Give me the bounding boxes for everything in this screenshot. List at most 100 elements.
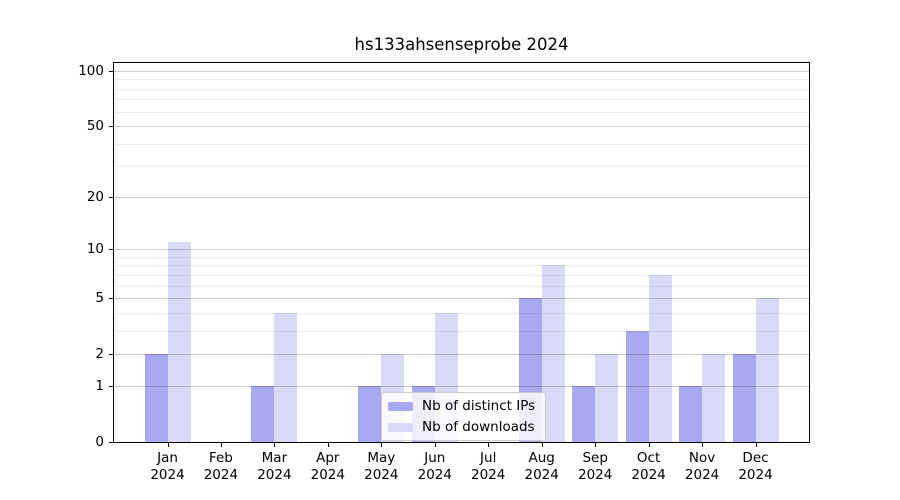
legend-swatch-downloads — [388, 422, 413, 432]
gridline-minor — [114, 330, 809, 332]
x-tick-month: Apr — [316, 450, 340, 466]
bar-distinct-ips — [144, 353, 168, 442]
x-tick-mark — [755, 442, 757, 447]
x-tick-mark — [327, 442, 329, 447]
y-tick-label: 10 — [86, 241, 104, 258]
plot-area: 0 1 2 5 10 20 50 100 Jan 2024 Feb 2024 Mar 2024 Apr 202… — [78, 62, 810, 483]
gridline-minor — [114, 256, 809, 258]
y-tick-label: 50 — [86, 117, 104, 134]
x-tick-month: Feb — [208, 450, 233, 466]
y-tick-mark — [109, 249, 114, 251]
bar-downloads — [274, 312, 298, 442]
bar-downloads — [167, 242, 191, 442]
x-tick-year: 2024 — [417, 467, 452, 484]
bar-downloads — [648, 274, 672, 442]
y-tick-label: 20 — [86, 189, 104, 206]
bar-downloads — [595, 353, 619, 442]
x-tick-year: 2024 — [364, 467, 399, 484]
x-tick-year: 2024 — [203, 467, 239, 484]
y-tick-label: 100 — [78, 63, 104, 79]
gridline-minor — [114, 79, 809, 81]
x-tick-year: 2024 — [310, 467, 345, 484]
x-tick-mark — [220, 442, 222, 447]
chart-title: hs133ahsenseprobe 2024 — [354, 35, 569, 54]
x-tick-mark — [595, 442, 597, 447]
bar-downloads — [755, 298, 779, 442]
x-tick-month: Mar — [261, 450, 288, 466]
gridline-minor — [114, 274, 809, 276]
legend-item-downloads: Nb of downloads — [388, 419, 535, 435]
y-tick-label: 5 — [95, 290, 104, 306]
x-tick-label: Jun 2024 — [418, 450, 452, 485]
x-tick-month: Oct — [636, 450, 661, 466]
y-tick-label: 2 — [95, 345, 104, 362]
x-tick-month: Nov — [688, 450, 716, 466]
gridline-minor — [114, 111, 809, 113]
bar-distinct-ips — [358, 386, 382, 442]
y-tick-mark — [109, 442, 114, 443]
gridline-minor — [114, 285, 809, 287]
legend-label-distinct-ips: Nb of distinct IPs — [422, 398, 536, 414]
x-tick-label: May 2024 — [364, 450, 398, 485]
x-tick-label: Jan 2024 — [150, 450, 184, 485]
bar-distinct-ips — [625, 330, 649, 442]
gridline-major — [114, 249, 809, 251]
x-tick-year: 2024 — [738, 467, 773, 484]
x-tick-mark — [702, 442, 704, 447]
x-tick-mark — [488, 442, 490, 447]
x-tick-year: 2024 — [524, 467, 559, 484]
x-tick-mark — [381, 442, 383, 447]
x-tick-month: Dec — [742, 450, 769, 466]
bar-distinct-ips — [679, 386, 703, 442]
gridline-minor — [114, 88, 809, 90]
legend-swatch-distinct-ips — [388, 401, 413, 411]
x-tick-mark — [541, 442, 543, 447]
x-tick-year: 2024 — [578, 467, 613, 484]
gridline-minor — [114, 166, 809, 167]
x-tick-year: 2024 — [631, 467, 666, 484]
bar-downloads — [541, 265, 565, 442]
x-tick-month: May — [367, 450, 396, 466]
x-tick-month: Aug — [528, 450, 555, 466]
x-tick-label: Feb 2024 — [204, 450, 238, 485]
y-tick-mark — [109, 197, 114, 199]
x-tick-mark — [434, 442, 436, 447]
y-tick-label: 1 — [95, 378, 104, 395]
gridline-major — [114, 386, 809, 388]
y-tick-label: 0 — [95, 434, 104, 450]
legend-label-downloads: Nb of downloads — [422, 419, 535, 435]
x-tick-label: Oct 2024 — [631, 450, 665, 485]
x-tick-label: Aug 2024 — [525, 450, 559, 485]
x-tick-label: Jul 2024 — [471, 450, 505, 485]
x-tick-label: Apr 2024 — [311, 450, 345, 485]
y-tick-mark — [109, 125, 114, 127]
gridline-major — [114, 298, 809, 299]
gridline-major — [114, 71, 809, 72]
legend: Nb of distinct IPs Nb of downloads — [381, 392, 547, 441]
x-tick-label: Nov 2024 — [685, 450, 719, 485]
y-tick-mark — [109, 71, 114, 72]
x-tick-label: Dec 2024 — [738, 450, 772, 485]
gridline-minor — [114, 143, 809, 145]
y-tick-mark — [109, 353, 114, 355]
x-tick-year: 2024 — [684, 467, 720, 484]
x-tick-mark — [167, 442, 169, 447]
x-tick-year: 2024 — [471, 467, 506, 484]
x-tick-mark — [274, 442, 276, 447]
gridline-major — [114, 125, 809, 127]
y-tick-mark — [109, 298, 114, 299]
x-tick-label: Sep 2024 — [578, 450, 612, 485]
x-tick-month: Jan — [157, 450, 178, 466]
x-tick-label: Mar 2024 — [257, 450, 291, 485]
gridline-minor — [114, 312, 809, 314]
gridline-major — [114, 353, 809, 355]
y-tick-mark — [109, 386, 114, 388]
x-tick-year: 2024 — [150, 467, 185, 484]
bar-downloads — [702, 353, 726, 442]
x-tick-year: 2024 — [257, 467, 292, 484]
x-tick-mark — [648, 442, 650, 447]
bar-distinct-ips — [572, 386, 596, 442]
bar-distinct-ips — [732, 353, 756, 442]
x-tick-month: Jul — [480, 450, 497, 466]
